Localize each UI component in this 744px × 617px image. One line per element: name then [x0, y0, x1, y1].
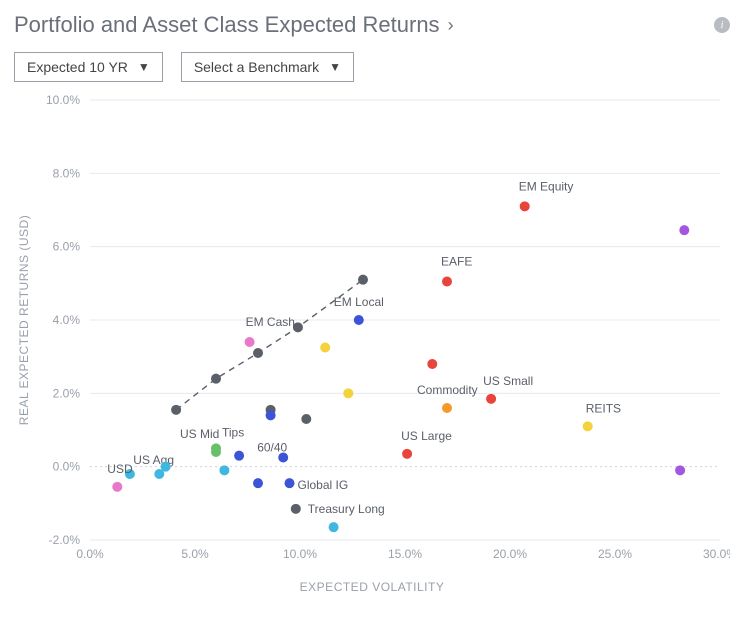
- chart-point[interactable]: [675, 465, 685, 475]
- chart-point[interactable]: [253, 478, 263, 488]
- chart-point[interactable]: [442, 277, 452, 287]
- x-axis-label: EXPECTED VOLATILITY: [300, 580, 445, 594]
- chart-point-label: Commodity: [417, 383, 478, 397]
- svg-text:25.0%: 25.0%: [598, 547, 632, 561]
- svg-text:15.0%: 15.0%: [388, 547, 422, 561]
- chart-point-label: Treasury Long: [308, 502, 385, 516]
- svg-text:0.0%: 0.0%: [53, 460, 81, 474]
- chart-point-label: EM Equity: [519, 179, 574, 193]
- page-title[interactable]: Portfolio and Asset Class Expected Retur…: [14, 12, 454, 38]
- chart-point[interactable]: [486, 394, 496, 404]
- benchmark-dropdown[interactable]: Select a Benchmark ▼: [181, 52, 354, 82]
- chart-point[interactable]: [112, 482, 122, 492]
- chart-point-label: Tips: [222, 425, 244, 439]
- chart-point[interactable]: [427, 359, 437, 369]
- page-title-text: Portfolio and Asset Class Expected Retur…: [14, 12, 440, 38]
- chart-point-label: EM Cash: [246, 315, 295, 329]
- chart-point[interactable]: [329, 522, 339, 532]
- chart-point[interactable]: [679, 225, 689, 235]
- chevron-down-icon: ▼: [329, 60, 341, 74]
- svg-text:-2.0%: -2.0%: [49, 533, 81, 547]
- chevron-right-icon: ›: [448, 15, 454, 36]
- chart-point-label: US Mid: [180, 427, 219, 441]
- chart-point[interactable]: [301, 414, 311, 424]
- chart-svg: -2.0%0.0%2.0%4.0%6.0%8.0%10.0%0.0%5.0%10…: [14, 90, 730, 590]
- chart-point[interactable]: [219, 465, 229, 475]
- chart-point-label: USD: [107, 462, 133, 476]
- svg-text:30.0%: 30.0%: [703, 547, 730, 561]
- chevron-down-icon: ▼: [138, 60, 150, 74]
- chart-point[interactable]: [211, 443, 221, 453]
- chart-point-label: EM Local: [334, 295, 384, 309]
- chart-point[interactable]: [583, 421, 593, 431]
- svg-text:10.0%: 10.0%: [46, 93, 80, 107]
- chart-point[interactable]: [291, 504, 301, 514]
- expected-period-label: Expected 10 YR: [27, 59, 128, 75]
- chart-point[interactable]: [161, 462, 171, 472]
- chart-point-label: 60/40: [257, 441, 287, 455]
- chart-point[interactable]: [285, 478, 295, 488]
- chart-point[interactable]: [245, 337, 255, 347]
- y-axis-label: REAL EXPECTED RETURNS (USD): [17, 215, 31, 425]
- svg-text:4.0%: 4.0%: [53, 313, 81, 327]
- chart-point-label: EAFE: [441, 255, 472, 269]
- svg-text:2.0%: 2.0%: [53, 386, 81, 400]
- chart-point[interactable]: [520, 201, 530, 211]
- chart-point[interactable]: [343, 388, 353, 398]
- chart-point[interactable]: [402, 449, 412, 459]
- returns-vs-volatility-chart: -2.0%0.0%2.0%4.0%6.0%8.0%10.0%0.0%5.0%10…: [14, 90, 730, 590]
- chart-point-label: US Small: [483, 374, 533, 388]
- chart-point[interactable]: [211, 374, 221, 384]
- expected-period-dropdown[interactable]: Expected 10 YR ▼: [14, 52, 163, 82]
- chart-point-label: US Large: [401, 429, 452, 443]
- svg-text:8.0%: 8.0%: [53, 166, 81, 180]
- info-icon[interactable]: i: [714, 17, 730, 33]
- chart-point[interactable]: [253, 348, 263, 358]
- svg-text:5.0%: 5.0%: [181, 547, 209, 561]
- chart-point[interactable]: [234, 451, 244, 461]
- chart-point[interactable]: [320, 343, 330, 353]
- chart-point[interactable]: [171, 405, 181, 415]
- svg-text:10.0%: 10.0%: [283, 547, 317, 561]
- chart-point-label: REITS: [586, 401, 621, 415]
- svg-text:6.0%: 6.0%: [53, 240, 81, 254]
- chart-point[interactable]: [358, 275, 368, 285]
- svg-text:0.0%: 0.0%: [76, 547, 104, 561]
- chart-point-label: Global IG: [298, 478, 349, 492]
- svg-text:20.0%: 20.0%: [493, 547, 527, 561]
- chart-point[interactable]: [354, 315, 364, 325]
- chart-point[interactable]: [442, 403, 452, 413]
- chart-point[interactable]: [266, 410, 276, 420]
- benchmark-label: Select a Benchmark: [194, 59, 319, 75]
